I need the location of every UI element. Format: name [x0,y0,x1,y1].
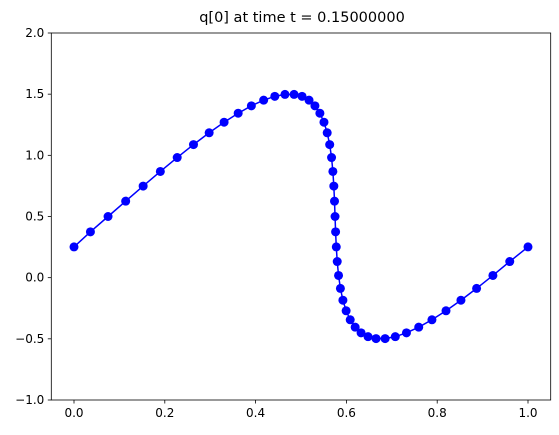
y-tick-label: 1.0 [25,148,44,162]
marker [350,322,360,332]
plot-frame [50,32,552,401]
marker [331,227,341,237]
marker [155,166,165,176]
x-tick-label: 0.4 [246,406,265,420]
marker [319,117,329,127]
marker [488,270,498,280]
marker [325,140,335,150]
marker [289,89,299,99]
marker [328,166,338,176]
marker [472,283,482,293]
marker [332,257,342,267]
marker [356,328,366,338]
marker [188,140,198,150]
marker [85,227,95,237]
x-tick-label: 0.8 [428,406,447,420]
marker [280,89,290,99]
marker [331,242,341,252]
marker [315,108,325,118]
x-tick-label: 0.6 [337,406,356,420]
y-tick-label: 0.0 [25,271,44,285]
marker [219,117,229,127]
marker [138,181,148,191]
marker [363,332,373,342]
marker [327,153,337,163]
marker [341,306,351,316]
marker [371,334,381,344]
x-tick-label: 0.2 [155,406,174,420]
marker [505,257,515,267]
marker [345,315,355,325]
marker [427,315,437,325]
marker [310,101,320,111]
marker [259,95,269,105]
marker [523,242,533,252]
y-tick-label: 2.0 [25,26,44,40]
marker [338,295,348,305]
marker [380,334,390,344]
y-tick-label: −1.0 [15,393,44,407]
marker [204,128,214,138]
marker [334,270,344,280]
x-tick-label: 1.0 [518,406,537,420]
marker [330,212,340,221]
marker [329,181,339,191]
marker [322,128,332,138]
marker [233,108,243,118]
marker [297,91,307,101]
y-tick-label: −0.5 [15,332,44,346]
marker [270,91,280,101]
chart-title: q[0] at time t = 0.15000000 [199,10,405,26]
marker [456,295,466,305]
marker [390,332,400,342]
marker [246,101,256,111]
marker [103,212,113,221]
marker [304,95,314,105]
marker [441,306,451,316]
marker [414,322,424,332]
y-tick-label: 1.5 [25,87,44,101]
marker [401,328,411,338]
marker [69,242,79,252]
marker [172,153,182,163]
y-tick-label: 0.5 [25,210,44,224]
marker [335,283,345,293]
marker [121,196,131,206]
x-tick-label: 0.0 [64,406,83,420]
marker [330,196,340,206]
